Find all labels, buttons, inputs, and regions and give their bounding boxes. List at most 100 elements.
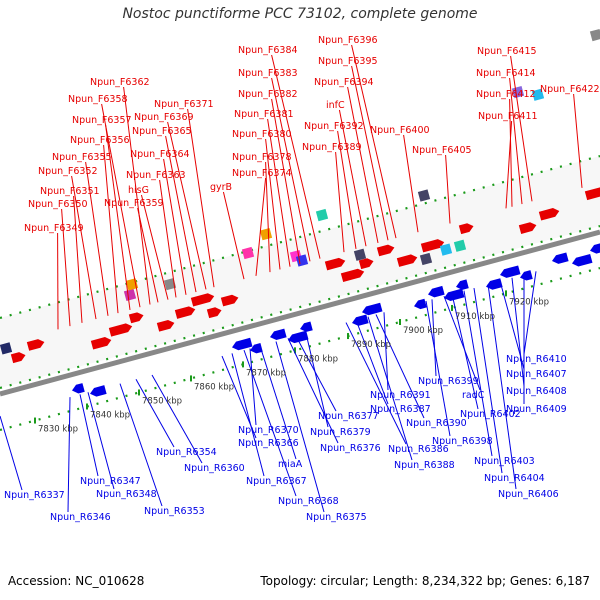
gene-label-bottom: Npun_R6406: [498, 489, 559, 500]
gene-label-top: Npun_F6380: [232, 129, 292, 140]
feature-box: [315, 208, 329, 222]
axis-label: 7890 kbp: [351, 340, 391, 350]
gene-arrow-top: [220, 294, 239, 307]
gene-arrow-bottom: [428, 285, 445, 298]
gene-arrow-top: [90, 337, 112, 350]
gene-label-top: Npun_F6412: [476, 89, 536, 100]
gene-arrow-bottom: [444, 288, 465, 302]
tick-rail-1: [0, 154, 600, 320]
leader-line-bottom: [345, 322, 407, 445]
feature-layer: [0, 28, 600, 397]
gene-arrow-top: [376, 244, 395, 257]
leader-line-top: [267, 118, 291, 267]
gene-arrow-bottom: [456, 279, 469, 290]
gene-label-bottom: Npun_R6404: [484, 473, 545, 484]
gene-label-top: Npun_F6414: [476, 68, 536, 79]
gene-label-top: Npun_F6392: [304, 121, 364, 132]
leader-line-top: [351, 44, 397, 239]
axis-label: 7900 kbp: [403, 326, 443, 336]
leader-line-bottom: [135, 379, 175, 448]
gene-label-bottom: Npun_R6353: [144, 506, 205, 517]
leader-line-bottom: [249, 348, 257, 426]
leader-line-top: [271, 98, 301, 265]
leader-line-bottom: [443, 295, 481, 391]
gene-label-bottom: Npun_R6348: [96, 489, 157, 500]
leader-line-top: [101, 103, 141, 308]
gene-label-bottom: Npun_R6370: [238, 425, 299, 436]
feature-box: [589, 28, 600, 42]
gene-arrow-bottom: [90, 385, 107, 397]
track-band: [0, 156, 600, 388]
gene-label-bottom: Npun_R6366: [238, 438, 299, 449]
gene-label-top: Npun_F6369: [134, 112, 194, 123]
gene-label-top: Npun_F6384: [238, 45, 298, 56]
leader-line-bottom: [295, 335, 337, 412]
leader-line-bottom: [119, 383, 163, 507]
gene-arrow-top: [340, 268, 365, 283]
gene-label-top: Npun_F6357: [72, 115, 132, 126]
leader-line-bottom: [431, 299, 437, 377]
leader-line-top: [271, 54, 321, 259]
leader-line-top: [71, 175, 97, 320]
gene-label-top: Npun_F6422: [540, 84, 600, 95]
gene-label-bottom: Npun_R6347: [80, 476, 141, 487]
gene-label-top: Npun_F6415: [477, 46, 537, 57]
gene-arrow-top: [324, 257, 346, 271]
gene-label-bottom: Npun_R6403: [474, 456, 535, 467]
feature-box: [123, 288, 137, 302]
gene-label-bottom: Npun_R6409: [506, 404, 567, 415]
gene-label-bottom: radC: [462, 390, 485, 401]
gene-arrow-bottom: [590, 243, 600, 254]
gene-label-top: Npun_F6352: [38, 166, 98, 177]
feature-box: [241, 246, 255, 260]
genome-summary-text: Topology: circular; Length: 8,234,322 bp…: [260, 574, 590, 588]
gene-label-top: gyrB: [210, 182, 232, 193]
gene-arrow-top: [396, 254, 418, 267]
leader-line-bottom: [375, 314, 425, 419]
axis-label: 7910 kbp: [455, 312, 495, 322]
gene-arrow-top: [458, 223, 474, 235]
gene-arrow-bottom: [572, 254, 593, 267]
leader-line-top: [335, 151, 345, 253]
gene-arrow-top: [420, 239, 445, 253]
feature-box: [531, 88, 545, 101]
leader-line-top: [509, 98, 513, 207]
gene-arrow-bottom: [232, 337, 253, 351]
feature-box: [163, 277, 177, 291]
gene-arrow-top: [156, 319, 175, 332]
gene-label-bottom: Npun_R6398: [432, 436, 493, 447]
gene-arrow-bottom: [362, 302, 383, 316]
leader-line-bottom: [523, 271, 537, 355]
leader-line-top: [123, 86, 151, 305]
leader-line-top: [85, 161, 109, 316]
gene-label-top: Npun_F6383: [238, 68, 298, 79]
gene-arrow-bottom: [520, 270, 533, 281]
gene-label-bottom: Npun_R6354: [156, 447, 217, 458]
leader-line-top: [509, 77, 523, 205]
leader-line-bottom: [305, 333, 329, 428]
gene-arrow-top: [174, 306, 196, 319]
feature-box: [453, 239, 467, 252]
leader-line-bottom: [487, 284, 517, 490]
leader-line-bottom: [151, 374, 203, 464]
gene-label-top: Npun_F6395: [318, 56, 378, 67]
gene-label-top: Npun_F6365: [132, 126, 192, 137]
leader-line-top: [445, 154, 451, 224]
leader-line-top: [61, 208, 71, 327]
leader-line-bottom: [473, 287, 503, 474]
gene-label-top: hisG: [128, 185, 149, 196]
gene-label-top: Npun_F6400: [370, 125, 430, 136]
gene-label-bottom: Npun_R6375: [306, 512, 367, 523]
gene-label-bottom: Npun_R6388: [394, 460, 455, 471]
feature-box: [439, 243, 453, 256]
axis-label: 7880 kbp: [298, 355, 338, 365]
gene-label-bottom: Npun_R6402: [460, 409, 521, 420]
leader-line-top: [103, 144, 119, 314]
tick-rail-2: [0, 224, 600, 390]
gene-label-top: Npun_F6396: [318, 35, 378, 46]
leader-line-top: [338, 109, 367, 247]
leader-line-top: [105, 124, 131, 310]
gene-arrow-bottom: [414, 298, 427, 310]
leader-line-top: [222, 191, 245, 280]
